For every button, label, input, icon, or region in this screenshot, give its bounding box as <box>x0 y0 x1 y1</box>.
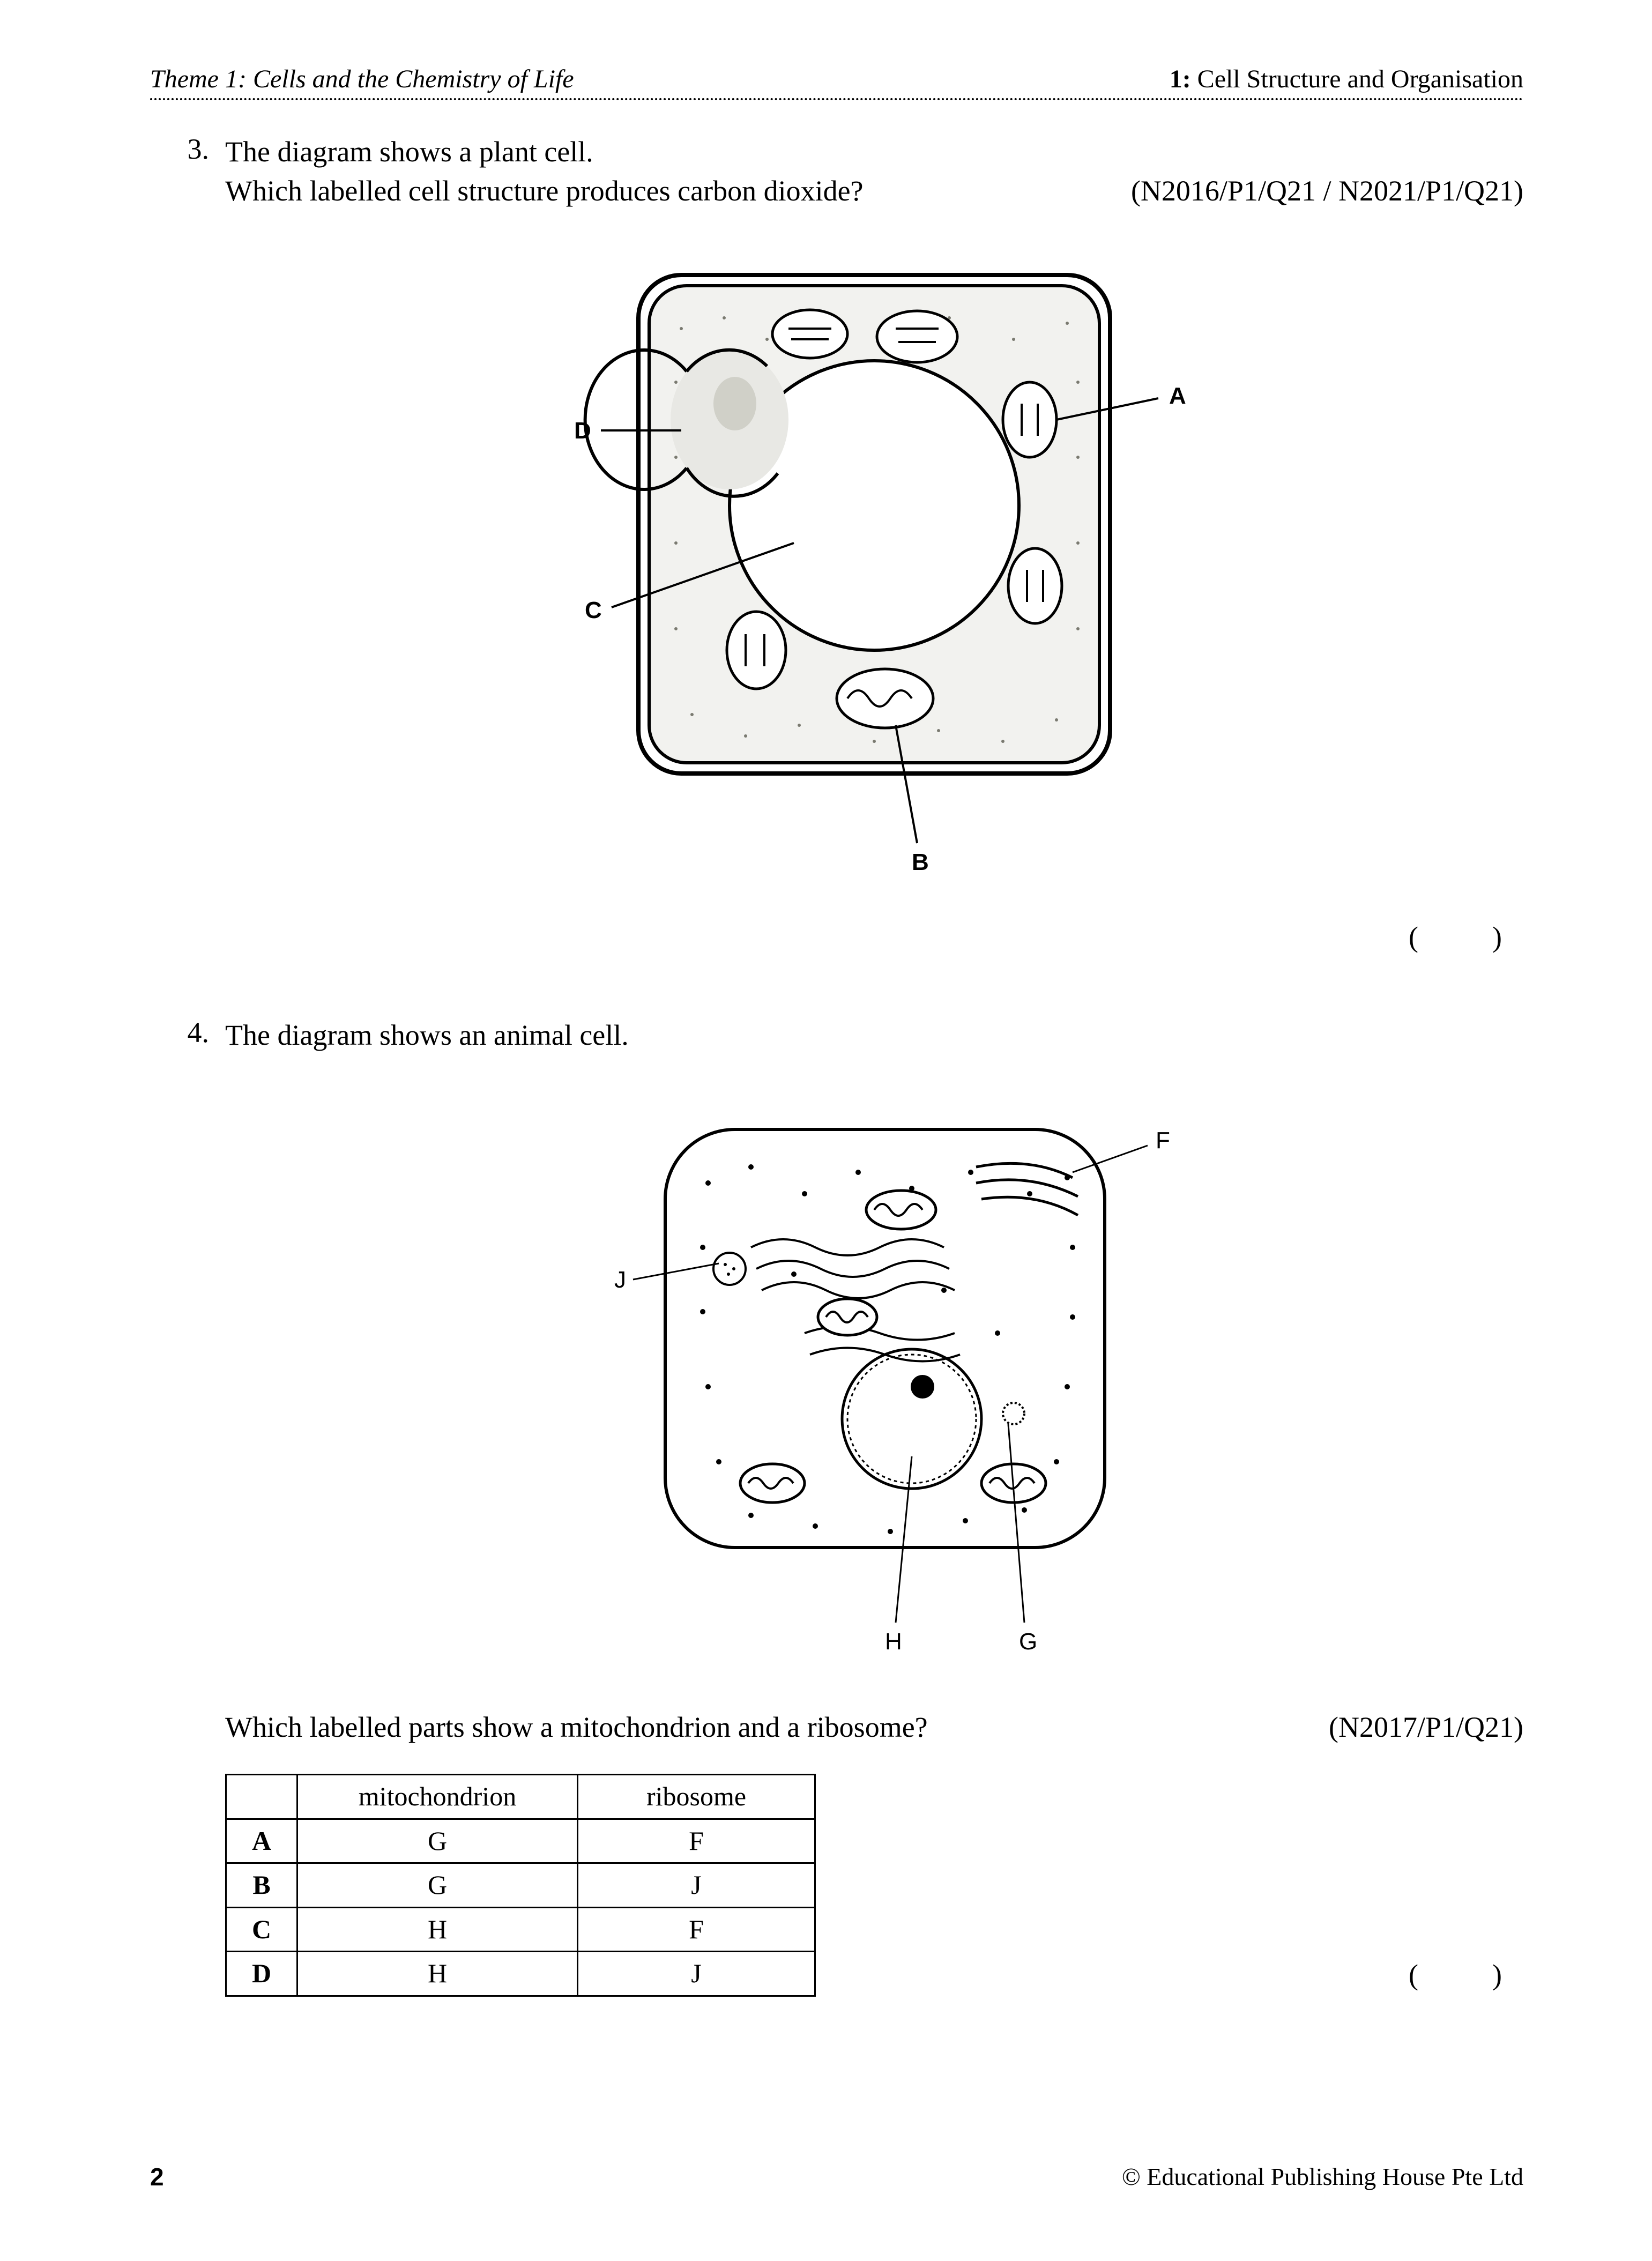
header-chapter: 1: Cell Structure and Organisation <box>1170 64 1523 94</box>
opt-C-ribo: F <box>578 1907 815 1952</box>
q4-number: 4. <box>150 1016 225 1997</box>
q3-body: The diagram shows a plant cell. Which la… <box>225 132 1523 957</box>
opt-D-mito: H <box>297 1952 578 1996</box>
q3-label-A: A <box>1169 383 1186 409</box>
q4-answer-blank[interactable]: ( ) <box>1409 1955 1523 1995</box>
opt-C-mito: H <box>297 1907 578 1952</box>
opt-D-ribo: J <box>578 1952 815 1996</box>
opt-B-label: B <box>226 1863 297 1908</box>
header-rule <box>150 98 1523 100</box>
q4-label-H: H <box>885 1628 902 1655</box>
q4-figure: F G H J <box>225 1087 1523 1686</box>
q4-options-table: mitochondrion ribosome A G F B G J C <box>225 1774 816 1997</box>
q3-label-C: C <box>585 597 602 623</box>
q3-number: 3. <box>150 132 225 957</box>
table-row: A G F <box>226 1819 815 1863</box>
table-row: C H F <box>226 1907 815 1952</box>
table-header-mitochondrion: mitochondrion <box>297 1775 578 1819</box>
q4-sub-question-row: Which labelled parts show a mitochondrio… <box>225 1708 1523 1747</box>
q3-reference: (N2016/P1/Q21 / N2021/P1/Q21) <box>1131 172 1523 211</box>
q4-label-G: G <box>1019 1628 1037 1655</box>
worksheet-page: Theme 1: Cells and the Chemistry of Life… <box>0 0 1652 2261</box>
q3-label-D: D <box>574 418 591 444</box>
table-row: D H J <box>226 1952 815 1996</box>
q4-body: The diagram shows an animal cell. <box>225 1016 1523 1997</box>
q4-label-F: F <box>1156 1127 1170 1154</box>
q3-line2: Which labelled cell structure produces c… <box>225 172 864 211</box>
header-theme: Theme 1: Cells and the Chemistry of Life <box>150 64 574 94</box>
q4-reference: (N2017/P1/Q21) <box>1329 1708 1523 1747</box>
table-header-ribosome: ribosome <box>578 1775 815 1819</box>
opt-B-ribo: J <box>578 1863 815 1908</box>
opt-D-label: D <box>226 1952 297 1996</box>
opt-A-mito: G <box>297 1819 578 1863</box>
table-row: B G J <box>226 1863 815 1908</box>
q4-line1: The diagram shows an animal cell. <box>225 1016 1523 1055</box>
q3-line2-row: Which labelled cell structure produces c… <box>225 172 1523 211</box>
table-header-row: mitochondrion ribosome <box>226 1775 815 1819</box>
question-3: 3. The diagram shows a plant cell. Which… <box>150 132 1523 957</box>
animal-cell-diagram: F G H J <box>526 1087 1223 1676</box>
opt-A-ribo: F <box>578 1819 815 1863</box>
opt-B-mito: G <box>297 1863 578 1908</box>
plant-cell-diagram: A B C D <box>499 243 1249 886</box>
opt-C-label: C <box>226 1907 297 1952</box>
q3-line1: The diagram shows a plant cell. <box>225 132 1523 172</box>
opt-A-label: A <box>226 1819 297 1863</box>
page-footer: 2 © Educational Publishing House Pte Ltd <box>150 2162 1523 2191</box>
q3-label-B: B <box>912 849 929 875</box>
page-number: 2 <box>150 2162 164 2191</box>
q4-label-J: J <box>614 1267 626 1293</box>
q3-figure: A B C D <box>225 243 1523 896</box>
table-header-blank <box>226 1775 297 1819</box>
page-header: Theme 1: Cells and the Chemistry of Life… <box>150 64 1523 94</box>
q3-answer-blank[interactable]: ( ) <box>225 918 1523 957</box>
q4-sub-question: Which labelled parts show a mitochondrio… <box>225 1708 928 1747</box>
q4-table-row: mitochondrion ribosome A G F B G J C <box>225 1747 1523 1997</box>
question-4: 4. The diagram shows an animal cell. <box>150 1016 1523 1997</box>
copyright-text: © Educational Publishing House Pte Ltd <box>1122 2162 1523 2191</box>
